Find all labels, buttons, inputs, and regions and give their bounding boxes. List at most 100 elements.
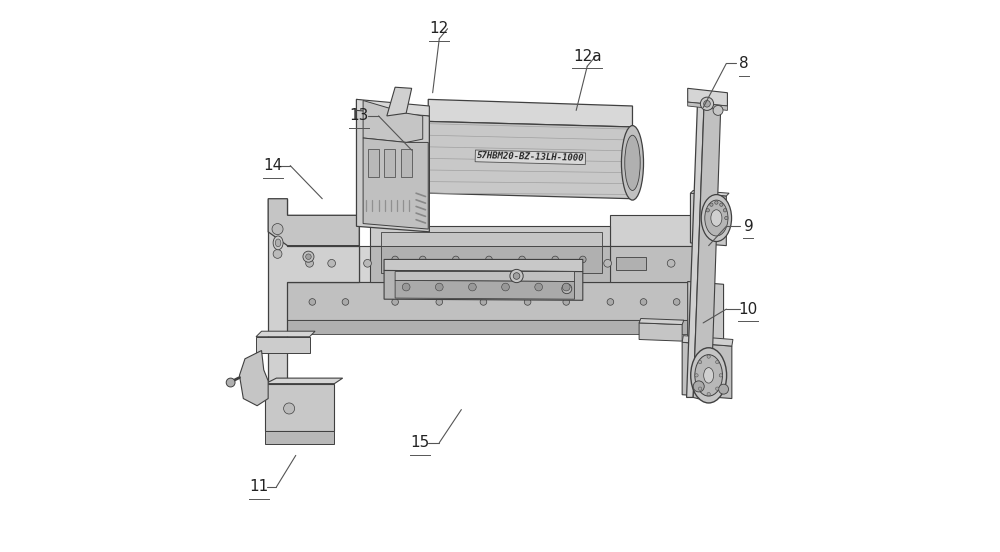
Polygon shape [690, 190, 729, 196]
Circle shape [436, 299, 443, 305]
Polygon shape [268, 199, 359, 384]
Text: 8: 8 [739, 56, 749, 71]
Polygon shape [370, 226, 610, 246]
Circle shape [667, 259, 675, 267]
Circle shape [306, 259, 313, 267]
Circle shape [480, 299, 487, 305]
Polygon shape [286, 246, 359, 282]
Ellipse shape [701, 195, 732, 242]
Polygon shape [370, 246, 610, 282]
Polygon shape [693, 99, 721, 402]
Circle shape [513, 273, 520, 279]
Circle shape [707, 392, 710, 396]
Circle shape [604, 259, 612, 267]
Circle shape [392, 299, 398, 305]
Circle shape [435, 283, 443, 291]
Polygon shape [381, 232, 602, 246]
Polygon shape [682, 342, 732, 399]
Circle shape [563, 299, 570, 305]
Circle shape [284, 403, 295, 414]
Polygon shape [610, 246, 699, 282]
Polygon shape [265, 431, 334, 444]
Circle shape [502, 283, 509, 291]
Ellipse shape [705, 200, 728, 236]
Polygon shape [268, 199, 359, 246]
Circle shape [402, 283, 410, 291]
Polygon shape [256, 337, 310, 353]
Circle shape [673, 299, 680, 305]
Text: 12: 12 [430, 21, 449, 36]
Ellipse shape [704, 368, 714, 383]
Polygon shape [256, 331, 315, 337]
Text: 14: 14 [263, 158, 282, 173]
Circle shape [552, 256, 559, 263]
Circle shape [571, 259, 578, 267]
Ellipse shape [625, 135, 640, 190]
Circle shape [637, 259, 645, 267]
Polygon shape [286, 320, 699, 334]
Circle shape [402, 259, 410, 267]
Polygon shape [384, 149, 395, 177]
Polygon shape [687, 99, 704, 397]
Circle shape [309, 299, 316, 305]
Circle shape [640, 299, 647, 305]
Circle shape [535, 283, 543, 291]
Circle shape [607, 299, 614, 305]
Circle shape [486, 256, 492, 263]
Circle shape [562, 284, 572, 294]
Circle shape [303, 251, 314, 262]
Text: 10: 10 [739, 301, 758, 317]
Ellipse shape [695, 355, 722, 396]
Circle shape [700, 97, 714, 110]
Circle shape [226, 378, 235, 387]
Polygon shape [265, 378, 343, 384]
Ellipse shape [273, 236, 283, 250]
Circle shape [706, 209, 709, 212]
Circle shape [693, 381, 704, 392]
Circle shape [419, 256, 426, 263]
Circle shape [507, 259, 515, 267]
Circle shape [272, 224, 283, 235]
Polygon shape [401, 149, 412, 177]
Polygon shape [688, 102, 727, 110]
Circle shape [538, 259, 545, 267]
Circle shape [695, 374, 698, 377]
Ellipse shape [711, 210, 722, 226]
Ellipse shape [621, 125, 644, 200]
Text: 15: 15 [410, 435, 430, 450]
Circle shape [342, 299, 349, 305]
Polygon shape [639, 323, 682, 341]
Circle shape [713, 105, 723, 115]
Circle shape [524, 299, 531, 305]
Circle shape [715, 201, 718, 204]
Circle shape [725, 216, 728, 220]
Circle shape [328, 259, 336, 267]
Circle shape [716, 387, 719, 390]
Polygon shape [286, 282, 699, 320]
Circle shape [471, 259, 479, 267]
Circle shape [707, 355, 710, 358]
Circle shape [698, 387, 702, 390]
Circle shape [720, 203, 723, 206]
Polygon shape [690, 193, 726, 246]
Circle shape [716, 360, 719, 364]
Polygon shape [387, 87, 412, 116]
Polygon shape [688, 282, 724, 345]
Polygon shape [610, 215, 699, 246]
Text: 12a: 12a [573, 49, 602, 64]
Circle shape [510, 269, 523, 283]
Circle shape [723, 209, 727, 212]
Polygon shape [616, 257, 646, 270]
Circle shape [273, 250, 282, 258]
Polygon shape [428, 121, 632, 199]
Circle shape [704, 100, 710, 107]
Polygon shape [286, 246, 699, 282]
Circle shape [579, 256, 586, 263]
Polygon shape [682, 336, 733, 346]
Circle shape [364, 259, 371, 267]
Circle shape [453, 256, 459, 263]
Circle shape [469, 283, 476, 291]
Polygon shape [368, 149, 379, 177]
Polygon shape [395, 280, 575, 299]
Polygon shape [356, 99, 429, 232]
